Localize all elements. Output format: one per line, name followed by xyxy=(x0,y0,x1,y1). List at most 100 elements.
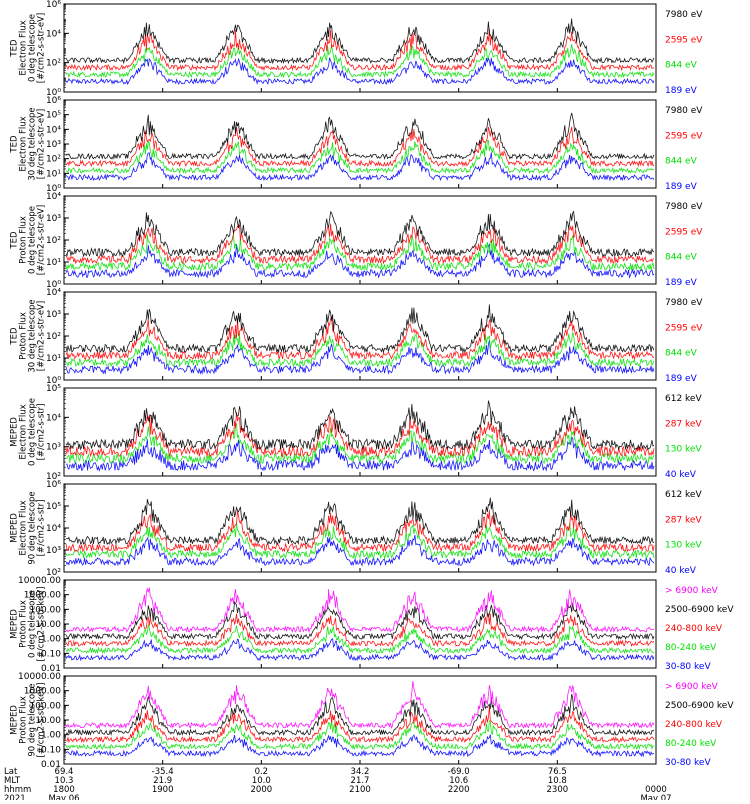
xaxis-tick-6-row-2: 0000 xyxy=(645,785,667,795)
panel-4-trace-1 xyxy=(65,315,655,361)
panel-1-trace-1 xyxy=(65,28,655,72)
panel-1-channel-3: 189 eV xyxy=(665,86,698,96)
panel-3-trace-1 xyxy=(65,223,655,265)
panel-7-trace-4 xyxy=(65,637,655,662)
panel-4-ylabel-line-0: TED xyxy=(10,327,20,346)
panel-4-ytick-label-2: 10² xyxy=(46,332,61,342)
panel-1-trace-3 xyxy=(65,57,655,86)
panel-4-trace-2 xyxy=(65,332,655,368)
xaxis-tick-1-row-0: -35.4 xyxy=(152,767,174,777)
panel-1-ylabel-line-1: Electron Flux xyxy=(19,20,29,75)
panel-5-trace-3 xyxy=(65,437,655,472)
panel-5-ytick-label-0: 10² xyxy=(46,472,61,482)
panel-4-ytick-label-4: 10⁴ xyxy=(46,288,61,298)
xaxis-tick-0-row-1: 10.3 xyxy=(55,776,74,786)
panel-7-ylabel-line-2: 0 deg telescope xyxy=(28,590,38,658)
panel-6-ylabel-line-2: 90 deg telescope xyxy=(28,491,38,564)
panel-3-ylabel-line-0: TED xyxy=(10,231,20,250)
panel-3-ytick-label-4: 10⁴ xyxy=(46,192,61,202)
panel-2-ytick-label-0: 10⁰ xyxy=(46,184,61,194)
panel-3-trace-3 xyxy=(65,243,655,279)
xaxis-tick-0-row-2: 1800 xyxy=(53,785,75,795)
panel-8-ytick-label-3: 10.00 xyxy=(35,716,61,726)
panel-4-ylabel-line-1: Proton Flux xyxy=(19,312,29,360)
panel-7-ytick-label-3: 10.00 xyxy=(35,620,61,630)
panel-8-ytick-label-0: 0.01 xyxy=(41,760,61,770)
panel-7-channel-0: > 6900 keV xyxy=(665,586,719,596)
panel-3-channel-2: 844 eV xyxy=(665,253,698,263)
panel-4-channel-3: 189 eV xyxy=(665,374,698,384)
panel-3-ylabel-line-2: 0 deg telescope xyxy=(28,206,38,274)
xaxis-tick-4-row-0: -69.0 xyxy=(448,767,470,777)
panel-7-ylabel-line-1: Proton Flux xyxy=(19,600,29,648)
panel-8-trace-2 xyxy=(65,706,655,744)
panel-5-ylabel-line-3: [#/cm2-s-str] xyxy=(37,404,47,461)
panel-1-channel-0: 7980 eV xyxy=(665,10,703,20)
panel-8-channel-2: 240-800 keV xyxy=(665,720,723,730)
panel-3-ylabel-line-1: Proton Flux xyxy=(19,216,29,264)
panel-4-frame xyxy=(63,291,657,381)
panel-1-ylabel-line-0: TED xyxy=(10,39,20,58)
xaxis-tick-0-row-3: May 06 xyxy=(48,794,79,800)
panel-5-ylabel-line-0: MEPED xyxy=(10,417,20,447)
xaxis-tick-4-row-2: 2200 xyxy=(448,785,470,795)
panel-5-ytick-label-3: 10⁵ xyxy=(46,384,61,394)
xaxis-tick-2-row-0: 0.2 xyxy=(255,767,269,777)
xaxis-tick-3-row-0: 34.2 xyxy=(351,767,370,777)
xaxis-tick-4-row-1: 10.6 xyxy=(449,776,468,786)
panel-8-channel-1: 2500-6900 keV xyxy=(665,701,734,711)
panel-2-ytick-label-5: 10⁵ xyxy=(46,111,61,121)
xaxis-tick-5-row-2: 2300 xyxy=(547,785,569,795)
panel-7-ytick-label-1: 0.10 xyxy=(41,649,61,659)
panel-7-trace-0 xyxy=(65,587,655,634)
panel-5-ylabel-line-2: 0 deg telescope xyxy=(28,398,38,466)
panel-2-channel-0: 7980 eV xyxy=(665,106,703,116)
panel-6-ylabel-line-3: [#/cm2-s-str] xyxy=(37,500,47,557)
panel-8-channel-4: 30-80 keV xyxy=(665,758,711,768)
panel-4-channel-0: 7980 eV xyxy=(665,298,703,308)
panel-6-trace-1 xyxy=(65,509,655,553)
panel-7-trace-1 xyxy=(65,601,655,641)
panel-7-channel-3: 80-240 keV xyxy=(665,643,717,653)
panel-8-trace-4 xyxy=(65,734,655,758)
panel-4-ylabel-line-2: 30 deg telescope xyxy=(28,299,38,372)
panel-5-trace-0 xyxy=(65,400,655,451)
panel-6-ylabel-line-0: MEPED xyxy=(10,513,20,543)
panel-8-ytick-label-1: 0.10 xyxy=(41,745,61,755)
panel-6-ytick-label-0: 10² xyxy=(46,568,61,578)
xaxis-tick-3-row-1: 21.7 xyxy=(351,776,370,786)
panel-2-ylabel-line-0: TED xyxy=(10,135,20,154)
panel-2-ytick-label-2: 10² xyxy=(46,155,61,165)
panel-4-ytick-label-3: 10³ xyxy=(46,310,61,320)
panel-3-channel-1: 2595 eV xyxy=(665,227,703,237)
panel-3-trace-0 xyxy=(65,210,655,258)
panel-1-channel-2: 844 eV xyxy=(665,61,698,71)
panel-1-frame xyxy=(63,3,657,93)
panel-8-trace-3 xyxy=(65,719,655,751)
panel-7-ytick-label-0: 0.01 xyxy=(41,664,61,674)
panel-6-ytick-label-3: 10⁵ xyxy=(46,502,61,512)
panel-8-channel-0: > 6900 keV xyxy=(665,682,719,692)
panel-6-ylabel-line-1: Electron Flux xyxy=(19,500,29,555)
panel-2-ylabel-line-1: Electron Flux xyxy=(19,116,29,171)
panel-7-ylabel-line-0: MEPED xyxy=(10,609,20,639)
panel-1-ytick-label-2: 10⁴ xyxy=(46,29,61,39)
panel-4-channel-1: 2595 eV xyxy=(665,323,703,333)
xaxis-tick-0-row-0: 69.4 xyxy=(55,767,74,777)
panel-2-ylabel-line-3: [#/cm2-s-str-eV] xyxy=(37,109,47,179)
panel-5-channel-2: 130 keV xyxy=(665,445,702,455)
panel-8-ylabel-line-1: Proton Flux xyxy=(19,696,29,744)
xaxis-row-label-1: MLT xyxy=(4,776,21,786)
xaxis-tick-6-row-3: May 07 xyxy=(640,794,671,800)
panel-6-ytick-label-2: 10⁴ xyxy=(46,524,61,534)
panel-7-ytick-label-5: 1000.00 xyxy=(24,591,61,601)
panel-7-ytick-label-4: 100.00 xyxy=(30,605,62,615)
panel-7-ytick-label-2: 1.00 xyxy=(41,635,61,645)
panel-4-channel-2: 844 eV xyxy=(665,349,698,359)
panel-7-channel-4: 30-80 keV xyxy=(665,662,711,672)
panel-1-ylabel-line-3: [#/cm2-s-str-eV] xyxy=(37,13,47,83)
panel-7-trace-2 xyxy=(65,612,655,648)
panel-6-channel-1: 287 keV xyxy=(665,515,702,525)
panel-4-trace-3 xyxy=(65,340,655,375)
panel-3-ytick-label-2: 10² xyxy=(46,236,61,246)
